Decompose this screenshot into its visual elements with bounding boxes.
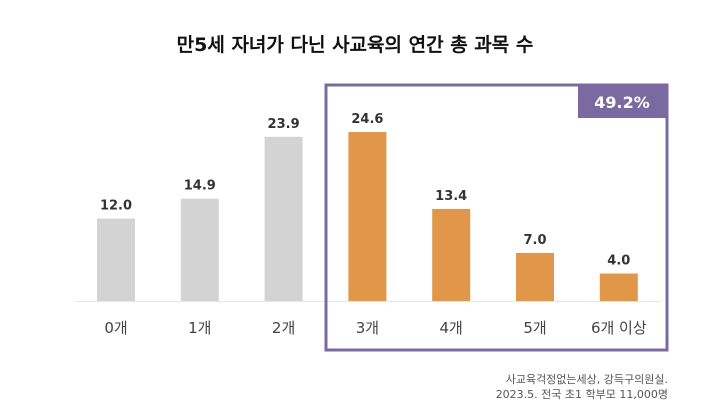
chart-title: 만5세 자녀가 다닌 사교육의 연간 총 과목 수 (176, 34, 534, 56)
category-label-0: 0개 (104, 319, 127, 337)
category-label-5: 5개 (523, 319, 546, 337)
bar-4 (432, 208, 471, 301)
bar-1 (180, 198, 219, 301)
value-label-3: 24.6 (351, 112, 383, 127)
highlight-label-box (578, 85, 667, 118)
bar-2 (264, 136, 303, 301)
category-label-1: 1개 (188, 319, 211, 337)
category-label-2: 2개 (272, 319, 295, 337)
value-label-6: 4.0 (607, 254, 630, 269)
bar-6 (599, 273, 638, 301)
category-label-4: 4개 (440, 319, 463, 337)
category-label-6: 6개 이상 (591, 319, 647, 337)
value-label-1: 14.9 (184, 179, 216, 194)
source-line-2: 2023.5. 전국 초1 학부모 11,000명 (495, 388, 668, 401)
source-line-1: 사교육걱정없는세상, 강득구의원실. (505, 373, 668, 386)
bar-0 (97, 218, 135, 301)
bar-5 (516, 252, 554, 301)
value-label-5: 7.0 (523, 233, 546, 248)
value-label-4: 13.4 (435, 189, 467, 204)
highlight-label: 49.2% (594, 93, 650, 112)
category-label-3: 3개 (356, 319, 379, 337)
highlight-box (324, 83, 669, 352)
bar-3 (348, 132, 387, 301)
value-label-2: 23.9 (268, 117, 300, 132)
source-note: 사교육걱정없는세상, 강득구의원실. 2023.5. 전국 초1 학부모 11,… (496, 372, 668, 402)
value-label-0: 12.0 (100, 199, 132, 214)
